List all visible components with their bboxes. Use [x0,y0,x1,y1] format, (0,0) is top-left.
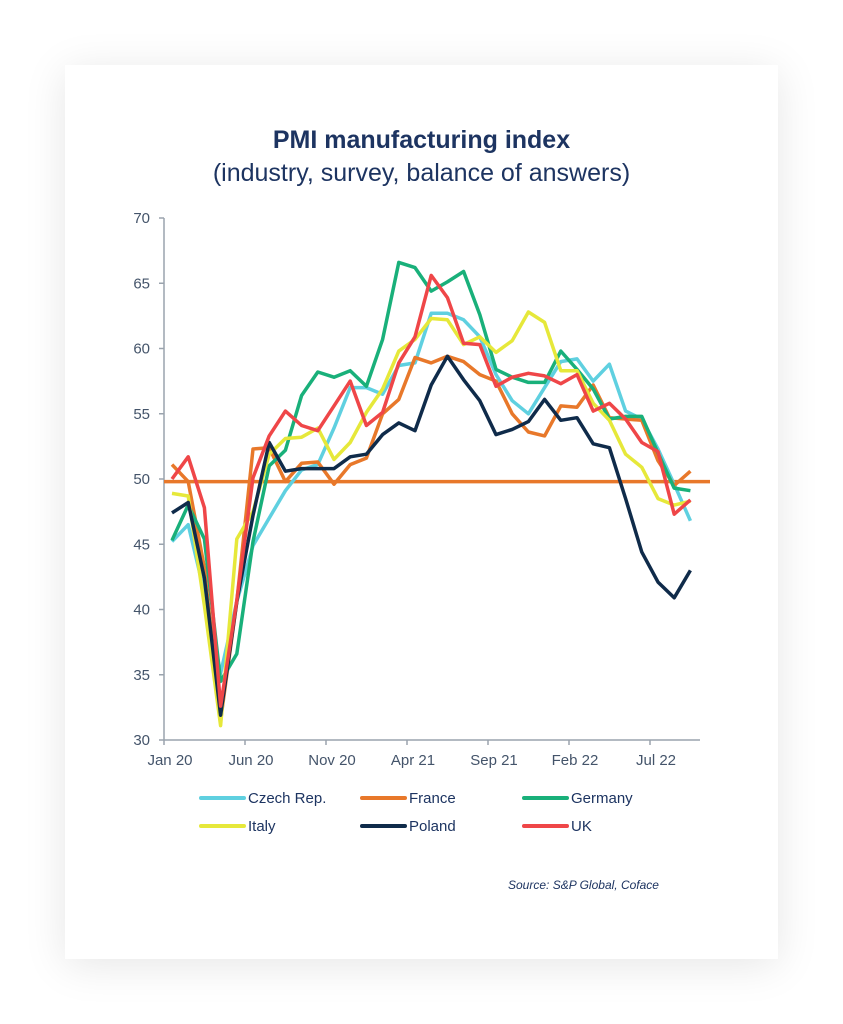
series-line-czech-rep [170,311,693,676]
x-tick-label: Jun 20 [228,752,273,769]
y-axis: 30 35 40 45 50 55 60 65 70 [133,210,165,749]
y-tick-label: 55 [133,406,150,423]
legend-item: France [360,790,456,807]
y-tick-label: 40 [133,602,150,619]
legend: Czech Rep. France Germany Italy Poland UK [199,790,633,835]
x-tick-label: Nov 20 [308,752,356,769]
legend-item: Italy [199,818,276,835]
legend-item: Germany [522,790,633,807]
legend-label: Czech Rep. [248,790,326,807]
chart-subtitle: (industry, survey, balance of answers) [212,159,631,187]
x-tick-label: Apr 21 [391,752,435,769]
y-tick-label: 50 [133,471,150,488]
legend-label: Germany [571,790,633,807]
chart-title: PMI manufacturing index [272,126,571,154]
legend-item: Poland [360,818,456,835]
x-tick-label: Jan 20 [147,752,192,769]
legend-item: UK [522,818,592,835]
y-tick-label: 70 [133,210,150,227]
y-tick-label: 65 [133,275,150,292]
x-tick-label: Jul 22 [636,752,676,769]
legend-item: Czech Rep. [199,790,326,807]
series-line-uk [170,273,692,708]
y-tick-label: 60 [133,341,150,358]
y-tick-label: 35 [133,667,150,684]
source-note: Source: S&P Global, Coface [508,878,659,892]
y-tick-label: 30 [133,732,150,749]
legend-label: UK [571,818,592,835]
x-tick-label: Sep 21 [470,752,518,769]
legend-label: France [409,790,456,807]
x-axis: Jan 20 Jun 20 Nov 20 Apr 21 Sep 21 Feb 22 Jul … [147,739,700,769]
series-line-poland [171,354,692,717]
series-lines [164,260,710,728]
x-tick-label: Feb 22 [552,752,599,769]
legend-label: Poland [409,818,456,835]
y-tick-label: 45 [133,536,150,553]
legend-label: Italy [248,818,276,835]
series-line-germany [170,260,691,684]
